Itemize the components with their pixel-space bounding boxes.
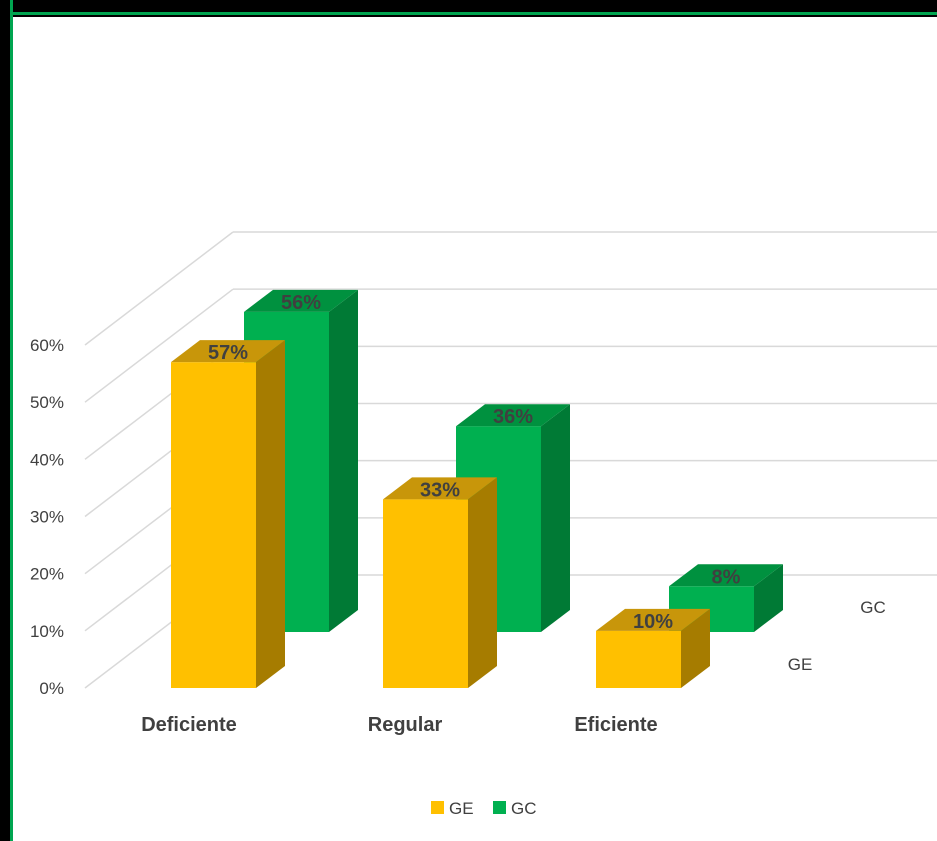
bar-ge-front bbox=[596, 630, 681, 688]
data-label-ge: 10% bbox=[633, 611, 673, 633]
bar-ge-front bbox=[383, 499, 468, 688]
y-tick-label: 40% bbox=[30, 450, 64, 469]
data-label-ge: 57% bbox=[208, 342, 248, 364]
category-label: Deficiente bbox=[141, 714, 237, 736]
data-label-ge: 33% bbox=[420, 479, 460, 501]
data-label-gc: 8% bbox=[712, 566, 741, 588]
bar-gc-side bbox=[329, 289, 358, 632]
frame-top-accent bbox=[0, 12, 937, 15]
y-tick-label: 50% bbox=[30, 393, 64, 412]
y-tick-label: 0% bbox=[39, 679, 64, 698]
category-label: Eficiente bbox=[574, 714, 657, 736]
bar-ge-side bbox=[256, 340, 285, 688]
gridline-side bbox=[84, 231, 234, 346]
y-tick-label: 10% bbox=[30, 622, 64, 641]
legend-swatch-gc bbox=[493, 801, 506, 814]
bar-ge-side bbox=[468, 477, 497, 688]
data-label-gc: 56% bbox=[281, 292, 321, 314]
bar-ge-top bbox=[171, 340, 285, 363]
legend-label-gc: GC bbox=[511, 799, 537, 818]
bar-gc-top bbox=[456, 404, 570, 427]
series-front-bars bbox=[171, 340, 710, 688]
depth-axis-labels: GE GC bbox=[788, 598, 886, 674]
legend-label-ge: GE bbox=[449, 799, 474, 818]
y-tick-label: 20% bbox=[30, 565, 64, 584]
legend: GE GC bbox=[431, 799, 537, 818]
category-label: Regular bbox=[368, 714, 443, 736]
data-label-gc: 36% bbox=[493, 406, 533, 428]
y-tick-label: 30% bbox=[30, 508, 64, 527]
depth-axis-label: GC bbox=[860, 598, 886, 617]
bar-gc-top bbox=[244, 289, 358, 312]
bar-gc-side bbox=[754, 564, 783, 632]
bar-ge-side bbox=[681, 608, 710, 688]
frame-left-accent bbox=[10, 0, 13, 841]
bar-gc-top bbox=[669, 564, 783, 587]
bar-ge-top bbox=[596, 608, 710, 631]
data-labels: 56% 36% 8% 57% 33% 10% bbox=[208, 292, 741, 633]
bar-ge-front bbox=[171, 362, 256, 688]
bar-gc-side bbox=[541, 404, 570, 632]
x-axis-categories: Deficiente Regular Eficiente bbox=[141, 714, 657, 736]
y-axis-ticks: 0% 10% 20% 30% 40% 50% 60% bbox=[30, 336, 64, 698]
y-tick-label: 60% bbox=[30, 336, 64, 355]
frame-left-border bbox=[0, 0, 12, 841]
legend-swatch-ge bbox=[431, 801, 444, 814]
gridline-side bbox=[84, 288, 234, 403]
bar-ge-top bbox=[383, 477, 497, 500]
depth-axis-label: GE bbox=[788, 655, 813, 674]
